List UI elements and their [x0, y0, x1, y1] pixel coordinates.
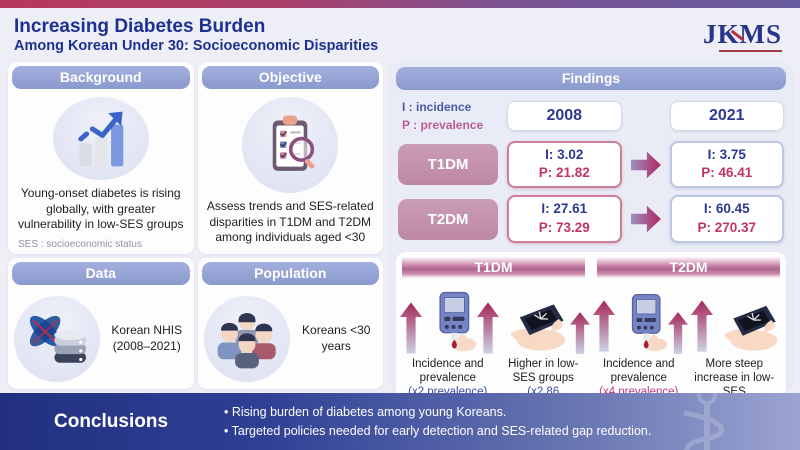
t1dm-finding-1-text: Incidence and prevalence [411, 357, 484, 384]
conclusion-bullet-2: Targeted policies needed for early detec… [224, 422, 652, 440]
t2dm-ribbon: T2DM [597, 256, 780, 278]
t1dm-finding-2-text: Higher in low-SES groups [508, 357, 579, 384]
top-accent-strip [0, 0, 800, 8]
page-title-line1: Increasing Diabetes Burden [14, 16, 266, 38]
main-content: Background Young-onset diabetes is risin… [0, 60, 800, 433]
legend-incidence: I : incidence [402, 100, 472, 114]
year-header-2021: 2021 [669, 101, 784, 131]
up-arrow-empty-wallet-icon [477, 282, 570, 354]
population-panel-header: Population [201, 262, 379, 285]
double-up-arrow-empty-wallet-icon [668, 282, 782, 354]
rod-of-asclepius-icon [683, 393, 725, 450]
jkms-logo-underline [718, 49, 782, 52]
findings-table: I : incidence P : prevalence 2008 2021 T… [396, 90, 786, 250]
data-panel: Data [8, 258, 194, 389]
t1dm-2008-prevalence: P: 21.82 [538, 165, 590, 181]
t2dm-2008-incidence: I: 27.61 [541, 201, 588, 217]
background-panel-header: Background [12, 66, 190, 89]
up-arrow-glucometer-icon [400, 282, 477, 354]
year-header-2008: 2008 [507, 101, 622, 131]
population-panel: Population Koreans <30 years [197, 258, 383, 389]
ses-footnote: SES : socioeconomic status [18, 239, 142, 250]
jkms-logo-text: JKMS [702, 18, 782, 49]
conclusions-bullets: Rising burden of diabetes among young Ko… [224, 403, 652, 440]
clipboard-magnifier-icon [242, 97, 339, 193]
objective-panel: Objective Assess trends and SES-related … [197, 62, 383, 254]
legend: I : incidence P : prevalence [398, 98, 498, 134]
conclusions-bar: Conclusions Rising burden of diabetes am… [0, 393, 800, 450]
population-text: Koreans <30 years [302, 323, 371, 353]
conclusion-bullet-1: Rising burden of diabetes among young Ko… [224, 403, 651, 421]
data-panel-header: Data [12, 262, 190, 285]
t2dm-2008-cell: I: 27.61 P: 73.29 [507, 195, 622, 243]
t2dm-2021-cell: I: 60.45 P: 270.37 [669, 195, 784, 243]
t2dm-trend-arrow-icon [630, 202, 661, 236]
t1dm-2021-incidence: I: 3.75 [707, 147, 746, 162]
objective-panel-header: Objective [201, 66, 379, 89]
t2dm-2008-prevalence: P: 73.29 [538, 219, 590, 235]
page-header: Increasing Diabetes Burden Among Korean … [0, 8, 800, 60]
t1dm-trend-arrow-icon [630, 148, 661, 182]
t2dm-2021-prevalence: P: 270.37 [697, 219, 757, 235]
people-group-icon [203, 296, 290, 382]
t1dm-2021-cell: I: 3.75 P: 46.41 [669, 141, 784, 189]
t1dm-ribbon: T1DM [402, 256, 585, 278]
page-title-line2: Among Korean Under 30: Socioeconomic Dis… [14, 37, 379, 54]
double-up-arrow-glucometer-icon [570, 282, 668, 354]
row-label-t1dm: T1DM [398, 144, 498, 186]
findings-panel-header: Findings [396, 67, 786, 90]
objective-text: Assess trends and SES-related disparitie… [206, 199, 374, 245]
left-column: Background Young-onset diabetes is risin… [8, 62, 383, 389]
rising-bar-chart-icon [52, 97, 149, 181]
t1dm-2008-incidence: I: 3.02 [545, 147, 584, 162]
t1dm-2021-prevalence: P: 46.41 [701, 165, 753, 181]
background-text: Young-onset diabetes is rising globally,… [18, 186, 184, 232]
findings-panel: Findings I : incidence P : prevalence 20… [390, 62, 792, 433]
legend-prevalence: P : prevalence [402, 118, 484, 132]
jkms-logo: JKMS [703, 19, 782, 52]
conclusions-title: Conclusions [54, 410, 169, 432]
t1dm-2008-cell: I: 3.02 P: 21.82 [507, 141, 622, 189]
data-text: Korean NHIS (2008–2021) [111, 323, 183, 353]
dna-database-icon [14, 296, 100, 382]
row-label-t2dm: T2DM [398, 198, 498, 240]
t2dm-finding-1-text: Incidence and prevalence [602, 357, 675, 384]
page-title: Increasing Diabetes Burden Among Korean … [14, 16, 378, 54]
background-panel: Background Young-onset diabetes is risin… [8, 62, 194, 254]
t2dm-2021-incidence: I: 60.45 [703, 201, 750, 217]
